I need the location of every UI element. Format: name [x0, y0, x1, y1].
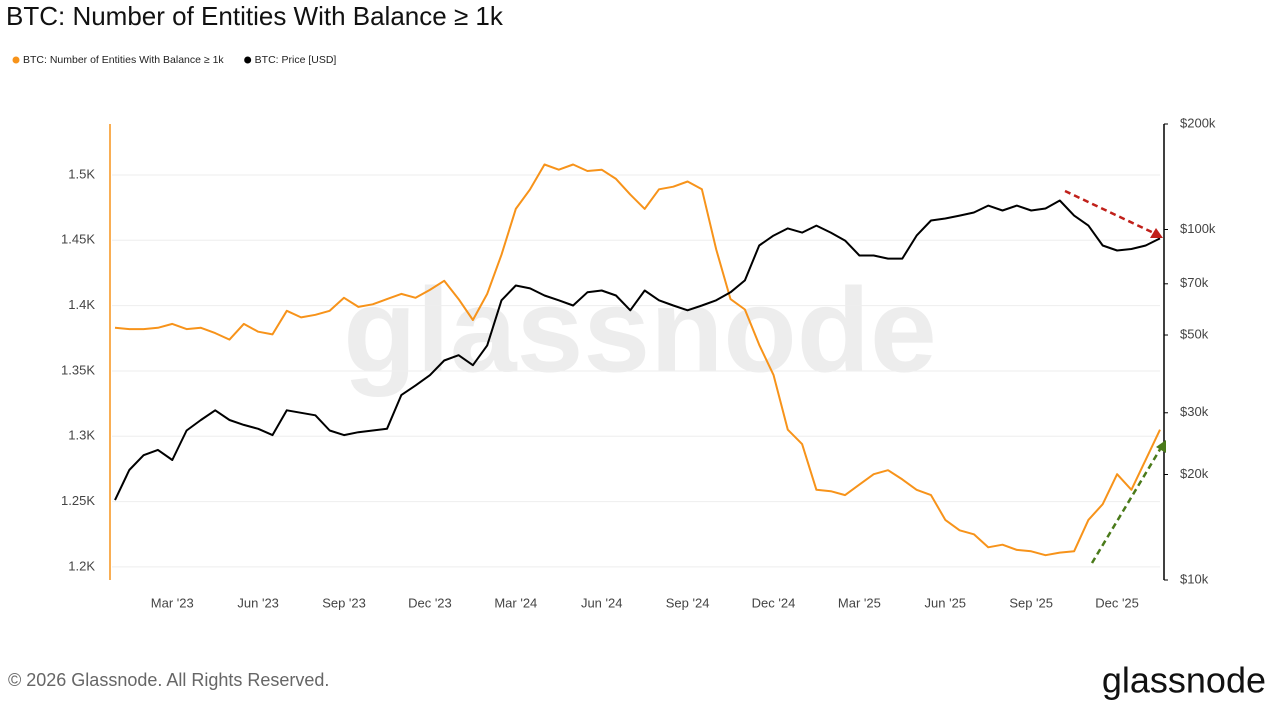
y2-tick-label: $100k	[1180, 221, 1216, 236]
x-tick-label: Jun '24	[581, 595, 623, 610]
logo: glassnode	[1102, 660, 1266, 701]
watermark: glassnode	[343, 264, 937, 398]
y2-tick-label: $30k	[1180, 404, 1209, 419]
y2-tick-label: $20k	[1180, 466, 1209, 481]
y-tick-label: 1.4K	[68, 297, 95, 312]
y-tick-label: 1.5K	[68, 166, 95, 181]
x-tick-label: Sep '24	[666, 595, 710, 610]
x-tick-label: Jun '23	[237, 595, 279, 610]
arrow-head	[1150, 228, 1163, 238]
legend-label: BTC: Number of Entities With Balance ≥ 1…	[23, 54, 224, 66]
y-tick-label: 1.3K	[68, 428, 95, 443]
y2-tick-label: $50k	[1180, 326, 1209, 341]
x-tick-label: Dec '24	[752, 595, 796, 610]
trend-arrow	[1064, 189, 1159, 237]
y2-tick-label: $200k	[1180, 115, 1216, 130]
y-tick-label: 1.2K	[68, 558, 95, 573]
x-tick-label: Sep '25	[1009, 595, 1053, 610]
y-tick-label: 1.35K	[61, 362, 95, 377]
y2-tick-label: $10k	[1180, 571, 1209, 586]
x-tick-label: Dec '25	[1095, 595, 1139, 610]
legend-label: BTC: Price [USD]	[255, 54, 337, 66]
legend-marker	[244, 56, 252, 64]
series-line	[114, 199, 1161, 501]
trend-arrow	[1090, 445, 1164, 564]
x-tick-label: Dec '23	[408, 595, 452, 610]
y-tick-label: 1.45K	[61, 232, 95, 247]
x-tick-label: Sep '23	[322, 595, 366, 610]
copyright: © 2026 Glassnode. All Rights Reserved.	[8, 670, 329, 690]
x-tick-label: Mar '23	[151, 595, 194, 610]
x-tick-label: Mar '25	[838, 595, 881, 610]
arrow-head	[1156, 440, 1166, 453]
y2-tick-label: $70k	[1180, 275, 1209, 290]
series-line	[114, 163, 1161, 557]
y-tick-label: 1.25K	[61, 493, 95, 508]
chart-title: BTC: Number of Entities With Balance ≥ 1…	[6, 1, 504, 31]
legend-marker	[12, 56, 20, 64]
x-tick-label: Jun '25	[925, 595, 967, 610]
x-tick-label: Mar '24	[494, 595, 537, 610]
